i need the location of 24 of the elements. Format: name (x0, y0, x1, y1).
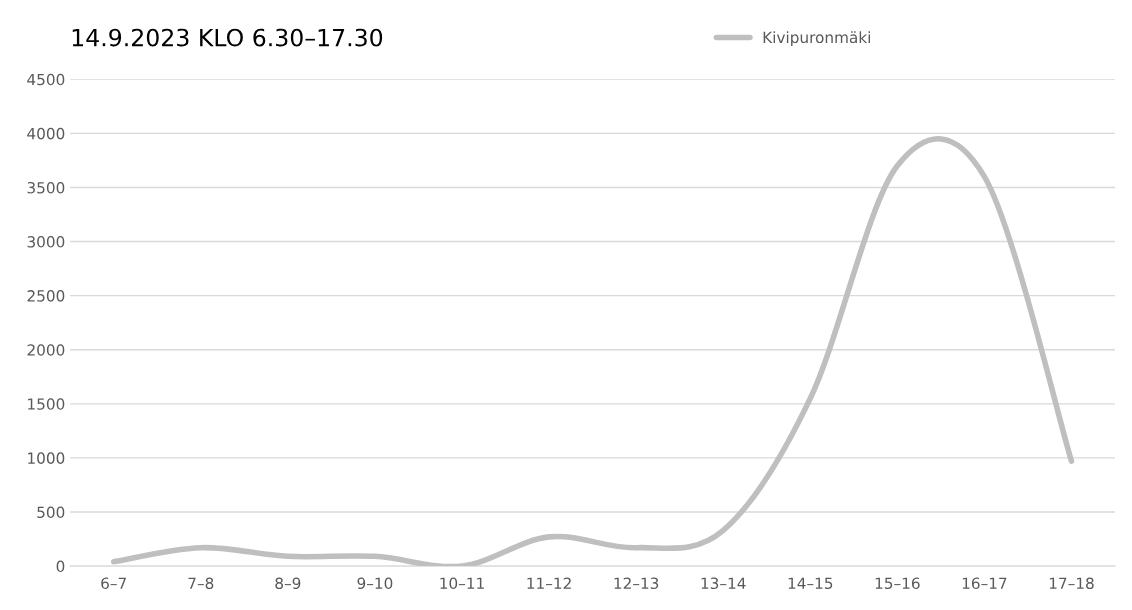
y-tick-label: 4000 (27, 127, 65, 140)
y-tick-label: 3500 (27, 181, 65, 194)
y-tick-label: 2500 (27, 290, 65, 302)
y-tick-label: 0 (56, 560, 65, 573)
y-tick-label: 2000 (27, 344, 65, 356)
y-tick-label: 500 (37, 506, 65, 519)
y-tick-label: 1500 (28, 398, 65, 410)
x-tick-label: 9–10 (357, 577, 393, 590)
x-tick-label: 15–16 (875, 577, 920, 590)
x-tick-label: 7–8 (188, 577, 214, 590)
x-tick-label: 12–13 (614, 577, 659, 590)
x-tick-label: 8–9 (275, 577, 301, 590)
y-tick-label: 1000 (28, 452, 65, 464)
x-tick-label: 17–18 (1049, 577, 1094, 590)
x-tick-label: 10–11 (440, 577, 484, 590)
x-tick-label: 6–7 (101, 577, 126, 590)
y-tick-label: 4500 (27, 73, 65, 86)
x-tick-label: 11–12 (527, 577, 571, 589)
x-tick-label: 13–14 (701, 577, 746, 590)
chart-title: 14.9.2023 KLO 6.30–17.30 (72, 28, 383, 47)
x-tick-label: 14–15 (788, 577, 833, 590)
x-tick-label: 16–17 (962, 577, 1007, 590)
legend-label: Kivipuronmäki (763, 31, 870, 47)
y-tick-label: 3000 (27, 236, 65, 248)
